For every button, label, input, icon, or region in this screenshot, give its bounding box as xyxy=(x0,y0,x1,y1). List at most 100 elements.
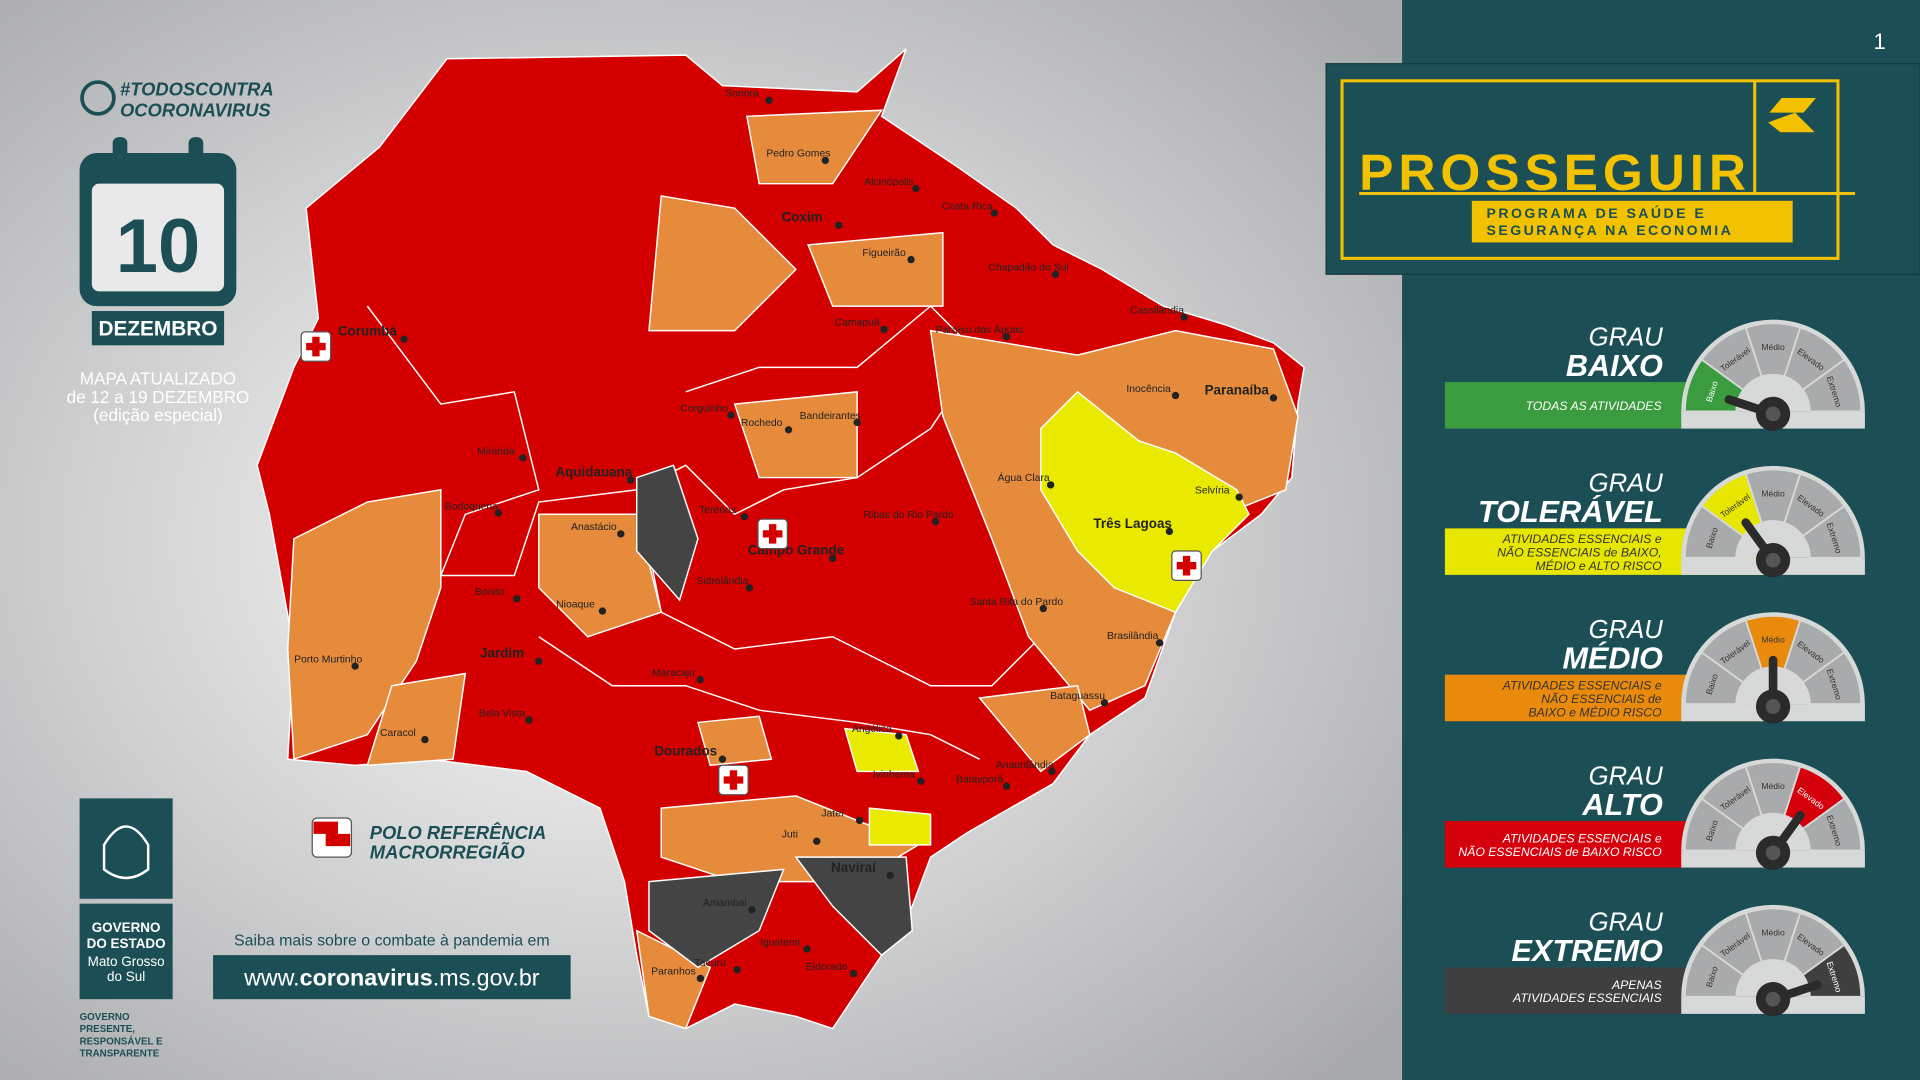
city-label: Camapuã xyxy=(835,318,880,329)
gauge-sector xyxy=(1700,619,1763,684)
gauge-sector xyxy=(1744,322,1802,378)
city-dot xyxy=(855,816,864,825)
level-description: ATIVIDADES ESSENCIAIS e xyxy=(1502,678,1662,692)
city-label: Maracaju xyxy=(652,668,695,679)
city-label: Bataguassu xyxy=(1050,691,1105,702)
city-dot xyxy=(1155,639,1164,647)
city-dot xyxy=(1165,527,1174,536)
city-label: Costa Rica xyxy=(942,201,993,212)
city-dot xyxy=(1039,604,1047,613)
gauge-sector xyxy=(1801,504,1863,559)
gauge-hub-inner xyxy=(1765,406,1781,422)
gauge-sector xyxy=(1801,650,1863,705)
city-label: Chapadão do Sul xyxy=(988,263,1068,274)
city-label: Sidrolândia xyxy=(696,576,748,587)
gauge-needle xyxy=(1768,980,1822,1004)
info-prompt: Saiba mais sobre o combate à pandemia em xyxy=(234,932,550,949)
city-dot xyxy=(1171,391,1180,400)
gov-slogan: GOVERNO xyxy=(80,1012,130,1023)
gov-title: GOVERNO xyxy=(92,920,161,935)
city-label: Bela Vista xyxy=(479,708,526,719)
gauge-sector xyxy=(1744,468,1802,524)
level-name: BAIXO xyxy=(1566,349,1663,383)
date-month: DEZEMBRO xyxy=(98,318,217,341)
level-prefix: GRAU xyxy=(1589,323,1664,351)
city-dot xyxy=(835,221,843,229)
gov-slogan: TRANSPARENTE xyxy=(80,1049,160,1060)
city-label: Bonito xyxy=(475,587,505,598)
gauge-label: Médio xyxy=(1761,488,1785,498)
level-description: NÃO ESSENCIAIS de BAIXO, xyxy=(1497,546,1662,560)
polo-markers xyxy=(300,331,1202,796)
city-dot xyxy=(696,974,705,983)
polo-legend-icon xyxy=(311,817,353,858)
coat-icon xyxy=(102,825,150,880)
city-dot xyxy=(1048,767,1056,776)
url-part: www. xyxy=(243,965,300,991)
level-description: NÃO ESSENCIAIS de BAIXO RISCO xyxy=(1458,845,1662,859)
city-label: Brasilândia xyxy=(1107,631,1159,642)
polo-cross xyxy=(1176,555,1197,576)
city-dot xyxy=(400,335,408,343)
city-dot xyxy=(813,837,821,845)
level-prefix: GRAU xyxy=(1589,470,1664,498)
city-dot xyxy=(733,966,741,974)
city-label: Iguatemi xyxy=(760,937,800,948)
level-description: NÃO ESSENCIAIS de xyxy=(1541,692,1662,706)
polo-cross xyxy=(306,336,326,357)
program-subtitle: PROGRAMA DE SAÚDE E xyxy=(1487,204,1707,221)
city-dot xyxy=(803,945,811,953)
city-label: Paraíso das Águas xyxy=(936,323,1024,336)
city-dot xyxy=(535,657,543,665)
city-labels: Corumbá Coxim Pedro Gomes Alcinópolis Figuei… xyxy=(294,89,1278,983)
gauge-needle xyxy=(1724,395,1778,419)
city-dot xyxy=(912,184,920,193)
city-label: Batayporã xyxy=(956,774,1004,785)
city-dot xyxy=(880,325,888,334)
city-label: Anastácio xyxy=(571,522,617,533)
city-label: Miranda xyxy=(477,446,515,457)
gauge-hub-inner xyxy=(1765,845,1781,861)
polo-cross xyxy=(762,524,783,544)
city-dot xyxy=(740,513,749,521)
gauge-sector xyxy=(1783,326,1846,392)
gauge-hub-inner xyxy=(1765,552,1781,568)
level-description: APENAS xyxy=(1611,978,1662,992)
city-label: Naviraí xyxy=(831,860,877,875)
program-frame xyxy=(1340,79,1840,260)
program-subtitle: SEGURANÇA NA ECONOMIA xyxy=(1487,222,1734,238)
city-dot xyxy=(519,454,527,462)
city-label: Cassilândia xyxy=(1130,305,1184,316)
gov-title: DO ESTADO xyxy=(87,936,166,951)
gauge-sector xyxy=(1700,911,1763,977)
gauge-sector xyxy=(1683,797,1745,852)
city-dot xyxy=(886,871,894,880)
url[interactable]: www.coronavirus.ms.gov.br xyxy=(243,965,540,991)
update-note: de 12 a 19 DEZEMBRO xyxy=(67,387,250,407)
city-dot xyxy=(895,732,903,740)
calendar-ring xyxy=(112,137,128,172)
campaign-icon xyxy=(80,80,116,116)
gauge-sector xyxy=(1744,761,1802,817)
city-label: Coxim xyxy=(781,210,822,225)
calendar-sheet xyxy=(91,183,225,292)
city-dot xyxy=(696,675,705,684)
gauge-sector xyxy=(1783,472,1846,538)
legend-text: POLO REFERÊNCIA xyxy=(370,822,546,843)
city-label: Ivinhema xyxy=(873,770,915,781)
city-label: Três Lagoas xyxy=(1093,516,1172,531)
coat-of-arms xyxy=(79,798,173,899)
city-label: Santa Rita do Pardo xyxy=(970,597,1064,608)
level-description: TODAS AS ATIVIDADES xyxy=(1526,399,1663,413)
city-label: Água Clara xyxy=(998,471,1050,484)
gauge-label: Médio xyxy=(1761,635,1785,645)
city-dot xyxy=(1180,313,1188,321)
city-dot xyxy=(626,476,635,484)
city-dot xyxy=(617,530,625,538)
gov-slogan: PRESENTE, xyxy=(80,1024,136,1035)
city-dot xyxy=(784,426,793,434)
city-dot xyxy=(525,716,533,724)
city-dot xyxy=(727,411,735,419)
